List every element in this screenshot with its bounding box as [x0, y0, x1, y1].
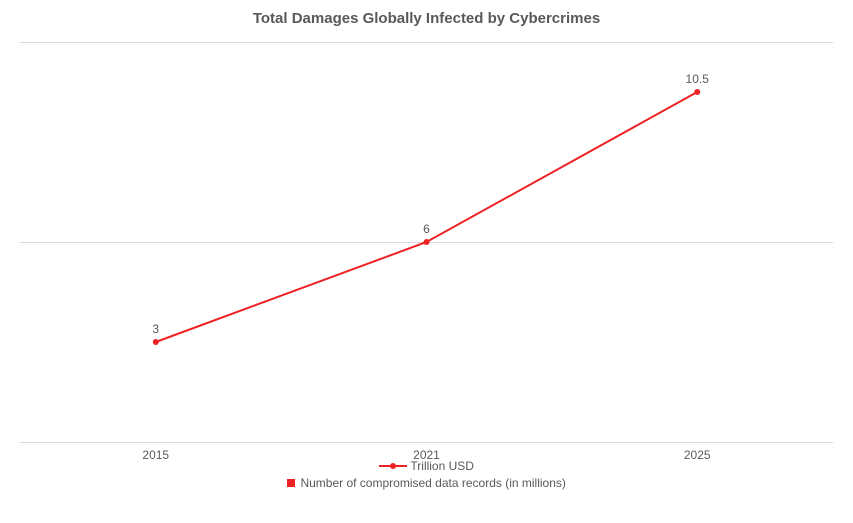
- data-label: 3: [152, 322, 159, 336]
- data-label: 6: [423, 222, 430, 236]
- legend-marker-square-icon: [287, 479, 295, 487]
- chart-title: Total Damages Globally Infected by Cyber…: [0, 10, 853, 27]
- series-marker: [694, 89, 700, 95]
- legend-marker-line-icon: [379, 461, 407, 471]
- series-marker: [424, 239, 430, 245]
- legend-label: Number of compromised data records (in m…: [300, 476, 565, 490]
- series-line: [156, 92, 697, 342]
- legend-item: Trillion USD: [0, 458, 853, 473]
- legend-item: Number of compromised data records (in m…: [0, 475, 853, 490]
- plot-area: 3 6 10.5 2015 2021 2025: [20, 42, 833, 442]
- line-series: [20, 42, 833, 442]
- data-label: 10.5: [686, 72, 709, 86]
- legend-label: Trillion USD: [410, 459, 474, 473]
- chart-container: { "chart": { "type": "line", "title": "T…: [0, 0, 853, 523]
- legend: Trillion USD Number of compromised data …: [0, 456, 853, 490]
- gridline: [20, 442, 833, 443]
- series-marker: [153, 339, 159, 345]
